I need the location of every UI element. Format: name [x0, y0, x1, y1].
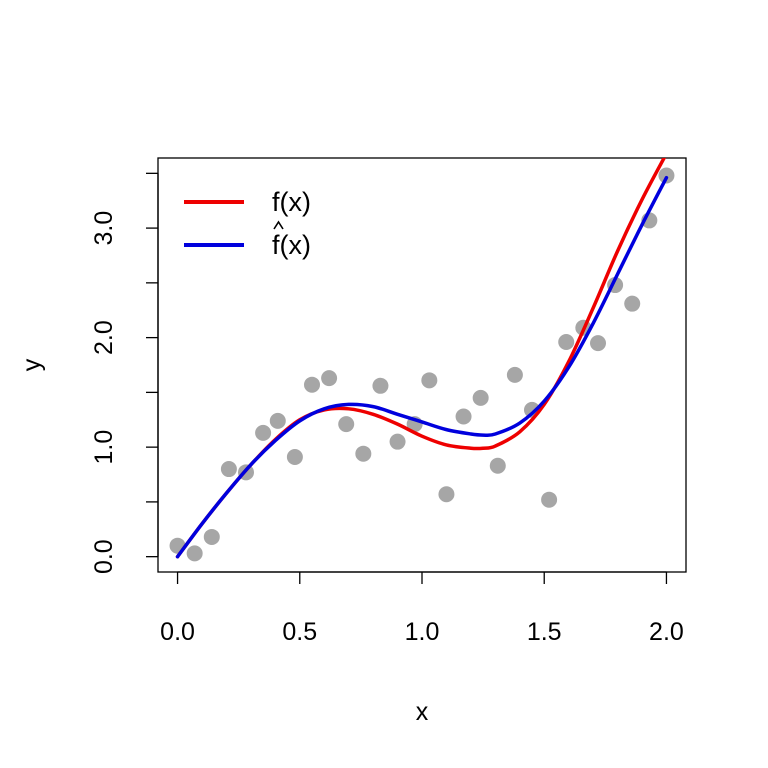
y-tick-label: 1.0: [90, 430, 118, 465]
data-point: [203, 528, 220, 545]
data-point: [421, 372, 438, 389]
plot-frame: [157, 157, 687, 573]
data-point: [255, 424, 272, 441]
data-point: [220, 461, 237, 478]
data-point: [286, 449, 303, 465]
x-tick-label: 0.5: [282, 618, 317, 646]
legend: f(x) f(x): [184, 187, 311, 260]
y-axis-label: y: [18, 358, 46, 371]
series-line-1: [175, 175, 669, 559]
data-point: [455, 408, 472, 425]
data-point: [389, 433, 406, 450]
data-point: [355, 445, 372, 462]
x-axis: 0.0 0.5 1.0 1.5 2.0: [160, 571, 684, 646]
x-tick-label: 0.0: [160, 618, 195, 646]
x-tick-label: 2.0: [649, 618, 684, 646]
y-tick-label: 0.0: [90, 539, 118, 574]
data-point: [506, 366, 523, 383]
legend-label-fhat: f(x): [272, 230, 311, 260]
legend-hat-mark: [273, 220, 284, 230]
data-point: [269, 412, 286, 429]
legend-label-f: f(x): [272, 187, 311, 217]
data-point: [489, 457, 506, 474]
data-point: [541, 491, 558, 508]
data-point: [372, 377, 389, 394]
series-line-0: [175, 158, 667, 559]
x-tick-label: 1.0: [405, 618, 440, 646]
x-tick-label: 1.5: [527, 618, 562, 646]
data-point: [472, 389, 489, 406]
data-point: [624, 295, 641, 312]
data-point: [558, 334, 575, 350]
x-axis-label: x: [416, 698, 429, 726]
y-tick-label: 3.0: [90, 211, 118, 246]
scatter-points: [169, 167, 675, 562]
series-lines: [175, 158, 669, 559]
data-point: [438, 486, 455, 503]
data-point: [658, 167, 675, 184]
data-point: [590, 335, 606, 352]
data-point: [186, 545, 203, 562]
data-point: [321, 370, 338, 387]
data-point: [304, 376, 320, 393]
y-tick-label: 2.0: [90, 320, 118, 355]
data-point: [338, 416, 355, 433]
y-axis: 0.0 1.0 2.0 3.0: [90, 172, 159, 574]
